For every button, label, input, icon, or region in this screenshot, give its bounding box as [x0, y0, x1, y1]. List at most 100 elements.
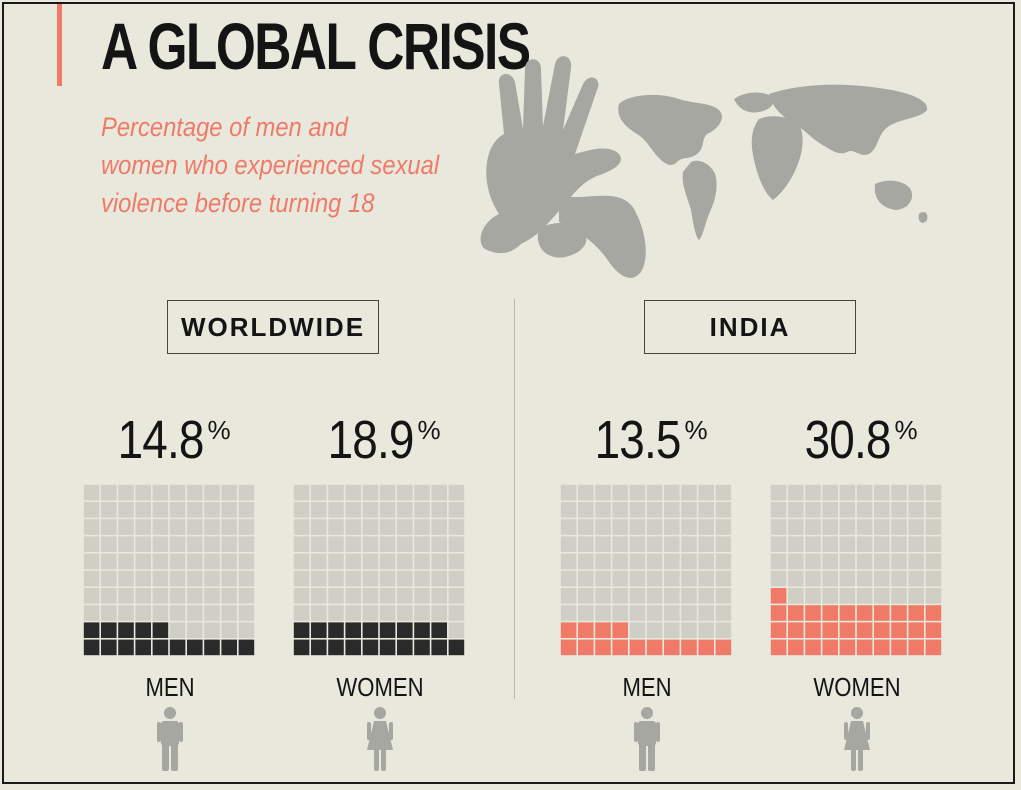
waffle-cell-empty [379, 536, 396, 552]
waffle-cell-empty [595, 536, 611, 552]
waffle-cell-empty [612, 519, 628, 535]
waffle-cell-empty [578, 519, 594, 535]
waffle-cell-filled [839, 605, 856, 621]
region-divider [514, 299, 515, 699]
waffle-cell-filled [664, 639, 680, 656]
waffle-cell-empty [311, 605, 327, 621]
waffle-cell-empty [187, 553, 203, 570]
waffle-cell-empty [925, 588, 942, 604]
waffle-cell-empty [169, 484, 186, 501]
waffle-cell-empty [448, 553, 465, 570]
waffle-cell-empty [681, 605, 697, 621]
waffle-cell-empty [187, 502, 203, 518]
waffle-cell-filled [187, 639, 203, 656]
waffle-cell-filled [118, 639, 134, 656]
waffle-cell-empty [152, 502, 169, 518]
waffle-cell-empty [822, 588, 838, 604]
waffle-cell-empty [788, 484, 804, 501]
waffle-cell-empty [379, 605, 396, 621]
waffle-cell-empty [578, 484, 594, 501]
waffle-cell-empty [925, 570, 942, 587]
waffle-cell-empty [681, 484, 697, 501]
waffle-cell-empty [204, 622, 220, 638]
waffle-cell-empty [908, 570, 924, 587]
waffle-cell-empty [414, 605, 430, 621]
waffle-grid-worldwide-women [293, 484, 465, 656]
waffle-cell-filled [770, 622, 787, 638]
waffle-cell-empty [101, 588, 117, 604]
value-number: 30.8 [804, 410, 892, 470]
region-label-worldwide: WORLDWIDE [167, 300, 379, 354]
waffle-cell-empty [83, 570, 100, 587]
waffle-cell-filled [135, 639, 151, 656]
waffle-cell-empty [612, 588, 628, 604]
waffle-cell-empty [822, 570, 838, 587]
waffle-cell-empty [805, 588, 821, 604]
waffle-cell-empty [83, 553, 100, 570]
waffle-cell-empty [908, 536, 924, 552]
waffle-grid-india-men [560, 484, 732, 656]
waffle-cell-filled [83, 622, 100, 638]
waffle-cell-empty [362, 553, 379, 570]
waffle-cell-empty [238, 536, 255, 552]
waffle-cell-empty [431, 519, 447, 535]
waffle-cell-empty [379, 553, 396, 570]
waffle-cell-empty [362, 570, 379, 587]
waffle-cell-empty [345, 570, 361, 587]
waffle-cell-empty [431, 484, 447, 501]
value-label-worldwide-women: 18.9% [280, 409, 480, 471]
waffle-cell-empty [135, 519, 151, 535]
waffle-cell-empty [221, 622, 237, 638]
gender-label-worldwide-women: WOMEN [336, 672, 424, 702]
waffle-cell-filled [397, 622, 413, 638]
waffle-cell-empty [345, 605, 361, 621]
waffle-cell-filled [839, 622, 856, 638]
waffle-cell-empty [238, 519, 255, 535]
waffle-cell-empty [397, 484, 413, 501]
waffle-cell-empty [715, 553, 732, 570]
waffle-cell-empty [681, 570, 697, 587]
waffle-cell-empty [118, 588, 134, 604]
waffle-cell-empty [595, 484, 611, 501]
waffle-cell-empty [379, 519, 396, 535]
waffle-cell-empty [328, 519, 344, 535]
waffle-cell-empty [646, 502, 663, 518]
waffle-cell-filled [805, 639, 821, 656]
waffle-cell-empty [560, 484, 577, 501]
waffle-cell-empty [664, 570, 680, 587]
waffle-cell-empty [328, 536, 344, 552]
waffle-cell-empty [169, 553, 186, 570]
waffle-cell-empty [204, 588, 220, 604]
waffle-cell-filled [101, 622, 117, 638]
waffle-cell-filled [362, 622, 379, 638]
waffle-cell-empty [169, 605, 186, 621]
waffle-cell-filled [328, 622, 344, 638]
waffle-cell-empty [118, 605, 134, 621]
waffle-cell-empty [448, 622, 465, 638]
waffle-cell-filled [311, 622, 327, 638]
waffle-cell-empty [646, 519, 663, 535]
waffle-cell-filled [822, 622, 838, 638]
waffle-cell-empty [770, 484, 787, 501]
waffle-cell-empty [874, 570, 890, 587]
waffle-cell-empty [328, 570, 344, 587]
waffle-cell-empty [152, 588, 169, 604]
waffle-cell-empty [715, 588, 732, 604]
waffle-cell-empty [595, 519, 611, 535]
waffle-cell-empty [83, 588, 100, 604]
waffle-cell-filled [345, 622, 361, 638]
waffle-cell-empty [135, 605, 151, 621]
waffle-cell-empty [715, 484, 732, 501]
waffle-cell-empty [822, 536, 838, 552]
waffle-cell-empty [187, 484, 203, 501]
waffle-cell-empty [805, 502, 821, 518]
waffle-cell-empty [221, 605, 237, 621]
waffle-cell-empty [118, 570, 134, 587]
waffle-cell-filled [578, 639, 594, 656]
waffle-cell-filled [135, 622, 151, 638]
waffle-cell-empty [891, 570, 907, 587]
waffle-cell-empty [238, 502, 255, 518]
waffle-cell-empty [414, 588, 430, 604]
waffle-cell-empty [646, 484, 663, 501]
waffle-cell-empty [805, 519, 821, 535]
